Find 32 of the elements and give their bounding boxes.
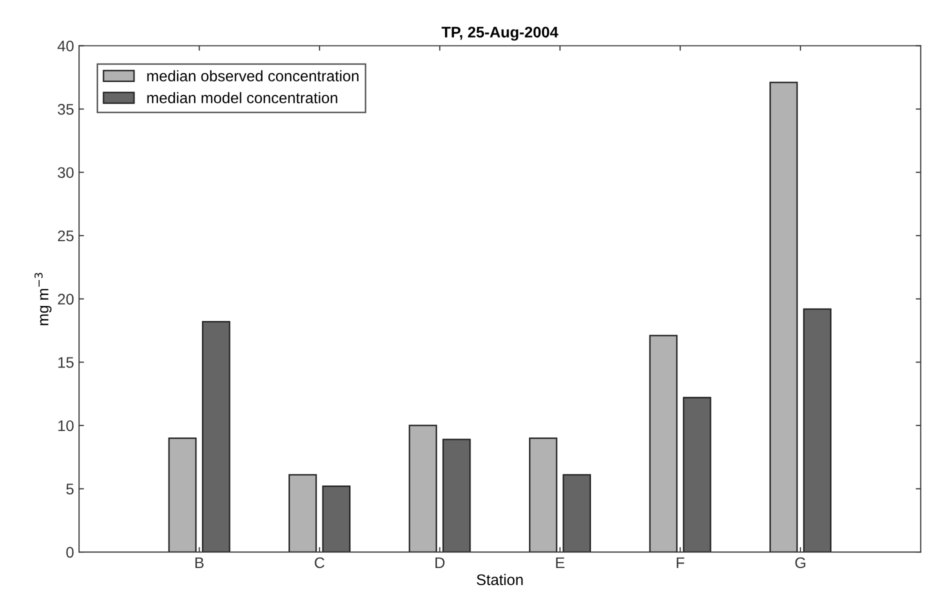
x-tick-label: B <box>195 557 204 568</box>
bar <box>803 308 832 552</box>
bar <box>322 486 351 552</box>
y-tick-label: 10 <box>58 420 74 432</box>
bar <box>408 424 438 552</box>
bar <box>649 334 678 552</box>
y-tick-label: 40 <box>58 40 74 52</box>
bar <box>202 320 230 552</box>
x-axis-title: Station <box>476 574 523 586</box>
y-tick-label: 25 <box>58 230 74 242</box>
bar <box>682 396 712 552</box>
y-tick-label: 5 <box>66 484 74 494</box>
x-tick-label: C <box>314 557 324 568</box>
bar <box>769 82 798 552</box>
legend-label: median model concentration <box>147 92 338 104</box>
chart-title: TP, 25-Aug-2004 <box>442 26 558 41</box>
bar <box>442 438 471 552</box>
x-tick-label: E <box>556 557 564 568</box>
y-tick-label: 0 <box>66 546 74 558</box>
y-axis-title: mg m$^{−3}$ <box>34 272 52 326</box>
y-tick-label: 35 <box>58 104 74 115</box>
bar <box>288 474 317 552</box>
bar <box>529 437 558 552</box>
bar <box>168 437 197 552</box>
x-tick-label: D <box>435 557 445 568</box>
y-tick-label: 20 <box>58 294 74 305</box>
y-tick-label: 15 <box>58 357 74 368</box>
x-tick-label: F <box>676 557 684 568</box>
bar <box>562 474 591 552</box>
legend-label: median observed concentration <box>147 70 358 82</box>
x-tick-label: G <box>795 557 806 568</box>
y-tick-label: 30 <box>58 167 74 178</box>
